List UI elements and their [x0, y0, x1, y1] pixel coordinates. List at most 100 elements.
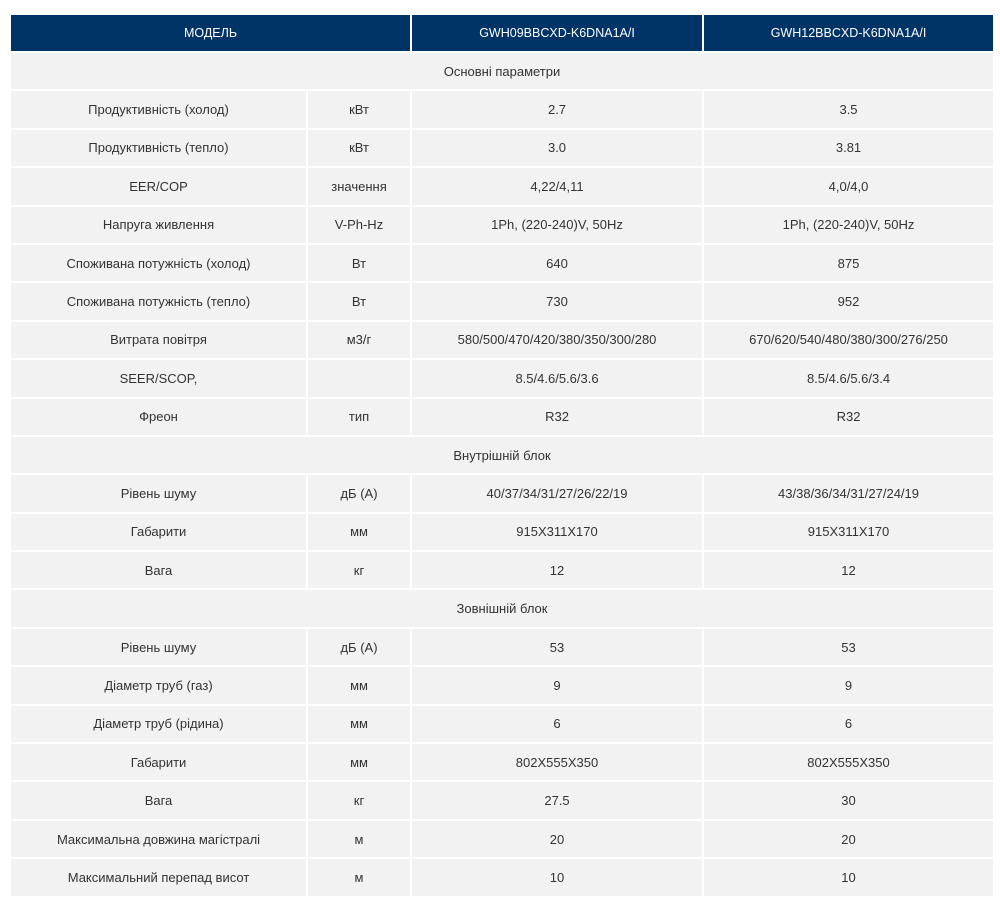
unit-cell: значення — [308, 168, 411, 205]
model-2-value: 670/620/540/480/380/300/276/250 — [704, 321, 994, 359]
param-cell: Продуктивність (холод) — [11, 91, 306, 128]
table-row: Вага кг 12 12 — [11, 552, 994, 589]
section-row: Основні параметри — [11, 53, 994, 90]
model-1-value: 730 — [412, 283, 703, 320]
model-1-value: R32 — [412, 398, 703, 435]
unit-cell: кВт — [308, 129, 411, 167]
unit-cell: м — [308, 820, 411, 858]
param-cell: Споживана потужність (тепло) — [11, 283, 306, 320]
model-1-value: 53 — [412, 628, 703, 666]
model-2-value: 10 — [704, 859, 994, 896]
unit-cell: кВт — [308, 91, 411, 128]
table-row: Продуктивність (холод) кВт 2.7 3.5 — [11, 91, 994, 128]
model-header: МОДЕЛЬ — [11, 15, 411, 51]
unit-cell: м — [308, 859, 411, 896]
model-1-header: GWH09BBCXD-K6DNA1A/I — [412, 15, 703, 51]
section-title: Основні параметри — [11, 53, 994, 90]
unit-cell: мм — [308, 744, 411, 781]
table-row: Максимальний перепад висот м 10 10 — [11, 859, 994, 896]
model-1-value: 915X311X170 — [412, 513, 703, 551]
model-2-header: GWH12BBCXD-K6DNA1A/I — [704, 15, 994, 51]
unit-cell: дБ (А) — [308, 628, 411, 666]
header-row: МОДЕЛЬ GWH09BBCXD-K6DNA1A/I GWH12BBCXD-K… — [11, 15, 994, 51]
table-row: EER/COP значення 4,22/4,11 4,0/4,0 — [11, 168, 994, 205]
model-1-value: 9 — [412, 667, 703, 704]
model-1-value: 3.0 — [412, 129, 703, 167]
param-cell: Габарити — [11, 744, 306, 781]
table-row: Фреон тип R32 R32 — [11, 398, 994, 435]
table-row: Габарити мм 802X555X350 802X555X350 — [11, 744, 994, 781]
model-2-value: 4,0/4,0 — [704, 168, 994, 205]
table-row: SEER/SCOP, 8.5/4.6/5.6/3.6 8.5/4.6/5.6/3.4 — [11, 360, 994, 397]
unit-cell: м3/г — [308, 321, 411, 359]
model-1-value: 2.7 — [412, 91, 703, 128]
unit-cell: Вт — [308, 244, 411, 282]
model-2-value: 43/38/36/34/31/27/24/19 — [704, 475, 994, 512]
model-2-value: 3.5 — [704, 91, 994, 128]
table-row: Габарити мм 915X311X170 915X311X170 — [11, 513, 994, 551]
model-2-value: 20 — [704, 820, 994, 858]
unit-cell: мм — [308, 705, 411, 743]
model-1-value: 6 — [412, 705, 703, 743]
param-cell: Габарити — [11, 513, 306, 551]
model-2-value: 53 — [704, 628, 994, 666]
table-row: Напруга живлення V-Ph-Hz 1Ph, (220-240)V, … — [11, 206, 994, 243]
table-row: Рівень шуму дБ (А) 53 53 — [11, 628, 994, 666]
param-cell: Рівень шуму — [11, 475, 306, 512]
model-2-value: 6 — [704, 705, 994, 743]
model-1-value: 27.5 — [412, 782, 703, 819]
table-row: Споживана потужність (тепло) Вт 730 952 — [11, 283, 994, 320]
unit-cell: дБ (А) — [308, 475, 411, 512]
table-row: Діаметр труб (рідина) мм 6 6 — [11, 705, 994, 743]
unit-cell: мм — [308, 513, 411, 551]
param-cell: Вага — [11, 552, 306, 589]
model-1-value: 40/37/34/31/27/26/22/19 — [412, 475, 703, 512]
param-cell: Максимальний перепад висот — [11, 859, 306, 896]
param-cell: EER/COP — [11, 168, 306, 205]
unit-cell: тип — [308, 398, 411, 435]
unit-cell: V-Ph-Hz — [308, 206, 411, 243]
param-cell: Напруга живлення — [11, 206, 306, 243]
model-1-value: 4,22/4,11 — [412, 168, 703, 205]
model-2-value: 875 — [704, 244, 994, 282]
specs-table: МОДЕЛЬ GWH09BBCXD-K6DNA1A/I GWH12BBCXD-K… — [9, 13, 995, 898]
model-2-value: 30 — [704, 782, 994, 819]
param-cell: Діаметр труб (рідина) — [11, 705, 306, 743]
model-2-value: 8.5/4.6/5.6/3.4 — [704, 360, 994, 397]
section-title: Внутрішній блок — [11, 436, 994, 474]
model-1-value: 8.5/4.6/5.6/3.6 — [412, 360, 703, 397]
model-2-value: 915X311X170 — [704, 513, 994, 551]
table-row: Рівень шуму дБ (А) 40/37/34/31/27/26/22/19… — [11, 475, 994, 512]
table-row: Витрата повітря м3/г 580/500/470/420/380/3… — [11, 321, 994, 359]
section-title: Зовнішній блок — [11, 590, 994, 627]
model-1-value: 580/500/470/420/380/350/300/280 — [412, 321, 703, 359]
model-2-value: 1Ph, (220-240)V, 50Hz — [704, 206, 994, 243]
param-cell: Діаметр труб (газ) — [11, 667, 306, 704]
param-cell: Вага — [11, 782, 306, 819]
param-cell: Рівень шуму — [11, 628, 306, 666]
unit-cell — [308, 360, 411, 397]
model-1-value: 640 — [412, 244, 703, 282]
section-row: Зовнішній блок — [11, 590, 994, 627]
table-row: Продуктивність (тепло) кВт 3.0 3.81 — [11, 129, 994, 167]
model-2-value: 12 — [704, 552, 994, 589]
table-row: Споживана потужність (холод) Вт 640 875 — [11, 244, 994, 282]
model-1-value: 1Ph, (220-240)V, 50Hz — [412, 206, 703, 243]
table-row: Максимальна довжина магістралі м 20 20 — [11, 820, 994, 858]
section-row: Внутрішній блок — [11, 436, 994, 474]
model-1-value: 10 — [412, 859, 703, 896]
model-1-value: 12 — [412, 552, 703, 589]
param-cell: Продуктивність (тепло) — [11, 129, 306, 167]
param-cell: Витрата повітря — [11, 321, 306, 359]
param-cell: Максимальна довжина магістралі — [11, 820, 306, 858]
unit-cell: мм — [308, 667, 411, 704]
model-1-value: 20 — [412, 820, 703, 858]
table-row: Вага кг 27.5 30 — [11, 782, 994, 819]
table-row: Діаметр труб (газ) мм 9 9 — [11, 667, 994, 704]
unit-cell: кг — [308, 782, 411, 819]
unit-cell: кг — [308, 552, 411, 589]
model-2-value: 9 — [704, 667, 994, 704]
model-2-value: 3.81 — [704, 129, 994, 167]
param-cell: Споживана потужність (холод) — [11, 244, 306, 282]
unit-cell: Вт — [308, 283, 411, 320]
